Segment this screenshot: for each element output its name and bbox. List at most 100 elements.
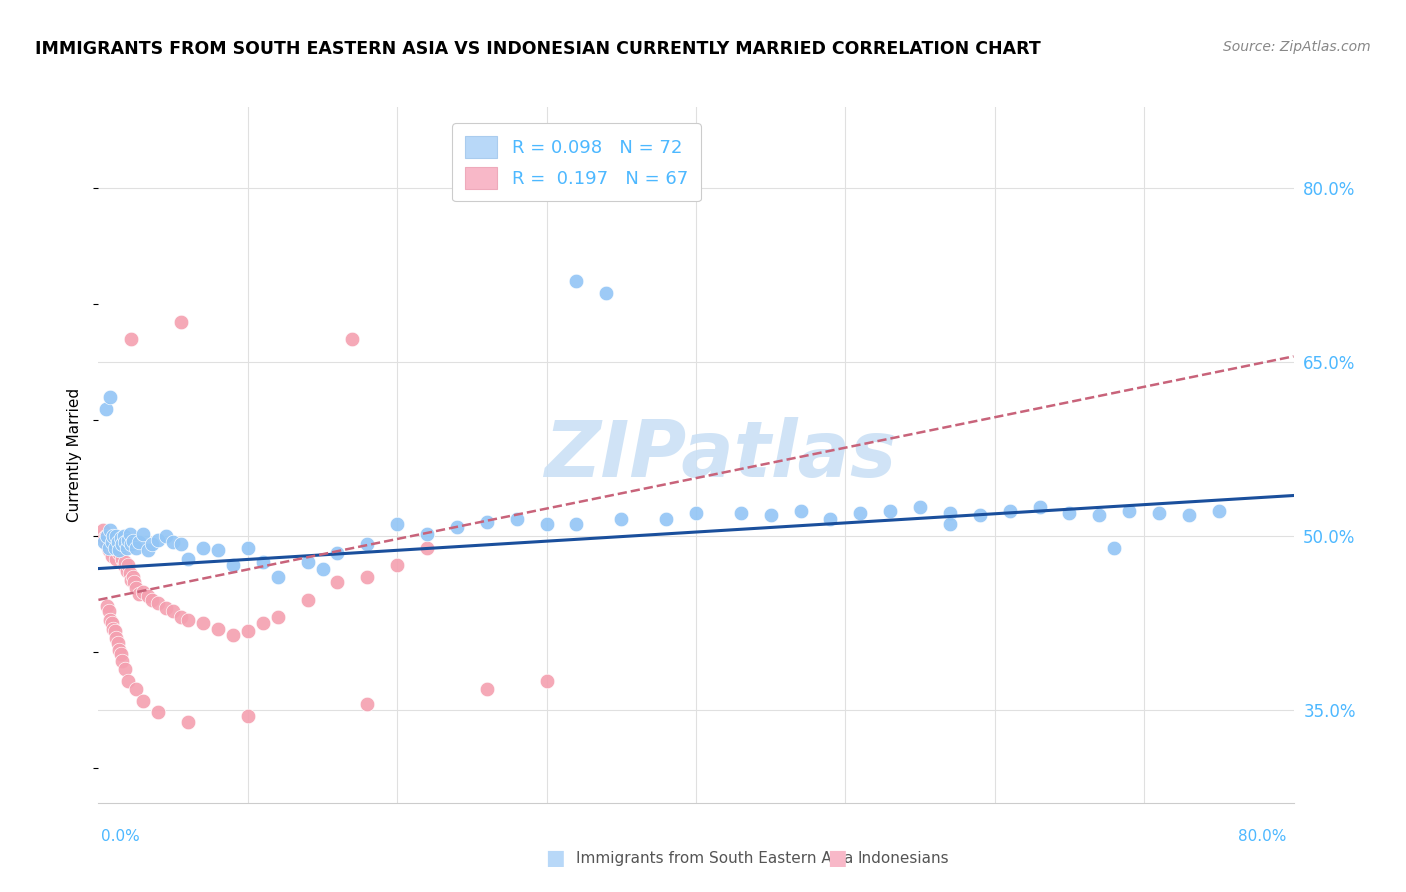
Point	[125, 682, 148, 697]
Point	[685, 506, 707, 520]
Point	[93, 535, 115, 549]
Point	[342, 332, 364, 346]
Point	[98, 613, 122, 627]
Point	[297, 593, 319, 607]
Point	[110, 648, 132, 662]
Point	[124, 575, 146, 590]
Point	[356, 698, 378, 712]
Point	[297, 555, 319, 569]
Point	[565, 274, 588, 288]
Point	[125, 541, 148, 555]
Point	[141, 593, 163, 607]
Point	[128, 535, 150, 549]
Point	[94, 529, 117, 543]
Point	[475, 682, 498, 697]
Point	[117, 674, 139, 689]
Point	[112, 529, 135, 543]
Point	[148, 533, 170, 547]
Point	[107, 538, 129, 552]
Point	[252, 616, 274, 631]
Point	[849, 506, 872, 520]
Point	[236, 624, 259, 639]
Point	[1104, 541, 1126, 555]
Point	[125, 582, 148, 596]
Point	[475, 515, 498, 529]
Point	[108, 546, 131, 561]
Point	[908, 500, 931, 514]
Point	[169, 537, 191, 551]
Point	[115, 564, 138, 578]
Point	[1059, 506, 1081, 520]
Point	[104, 624, 127, 639]
Point	[132, 584, 155, 599]
Text: Source: ZipAtlas.com: Source: ZipAtlas.com	[1223, 40, 1371, 54]
Point	[114, 555, 136, 569]
Point	[136, 590, 159, 604]
Point	[98, 390, 122, 404]
Point	[385, 558, 409, 573]
Y-axis label: Currently Married: Currently Married	[67, 388, 83, 522]
Point	[103, 622, 125, 636]
Point	[385, 517, 409, 532]
Point	[1178, 508, 1201, 523]
Point	[141, 537, 163, 551]
Point	[114, 662, 136, 677]
Point	[969, 508, 991, 523]
Point	[148, 596, 170, 610]
Point	[326, 575, 349, 590]
Point	[101, 549, 124, 563]
Point	[236, 709, 259, 723]
Point	[177, 613, 200, 627]
Point	[311, 561, 333, 575]
Point	[155, 601, 177, 615]
Text: 80.0%: 80.0%	[1239, 830, 1286, 844]
Text: Indonesians: Indonesians	[858, 851, 949, 865]
Point	[177, 714, 200, 729]
Point	[111, 654, 134, 668]
Point	[107, 535, 129, 549]
Point	[536, 517, 558, 532]
Point	[446, 520, 468, 534]
Point	[191, 541, 214, 555]
Text: Immigrants from South Eastern Asia: Immigrants from South Eastern Asia	[576, 851, 853, 865]
Point	[759, 508, 782, 523]
Point	[356, 570, 378, 584]
Point	[103, 529, 125, 543]
Point	[117, 533, 139, 547]
Point	[96, 599, 118, 613]
Point	[103, 541, 125, 555]
Point	[356, 537, 378, 551]
Point	[820, 512, 842, 526]
Point	[97, 605, 120, 619]
Point	[1118, 503, 1140, 517]
Point	[121, 570, 143, 584]
Point	[939, 517, 962, 532]
Point	[252, 555, 274, 569]
Point	[416, 526, 439, 541]
Point	[97, 543, 120, 558]
Point	[110, 541, 132, 555]
Point	[108, 642, 131, 657]
Point	[93, 532, 115, 546]
Point	[536, 674, 558, 689]
Point	[655, 512, 678, 526]
Point	[169, 610, 191, 624]
Point	[222, 558, 245, 573]
Point	[162, 605, 184, 619]
Point	[91, 523, 114, 537]
Point	[121, 533, 143, 548]
Point	[111, 537, 134, 551]
Point	[112, 558, 135, 573]
Point	[207, 543, 229, 558]
Point	[111, 552, 134, 566]
Point	[169, 315, 191, 329]
Point	[105, 631, 128, 645]
Point	[416, 541, 439, 555]
Text: ■: ■	[546, 848, 565, 868]
Point	[98, 535, 122, 549]
Point	[148, 706, 170, 720]
Point	[565, 517, 588, 532]
Point	[267, 610, 290, 624]
Point	[94, 401, 117, 416]
Point	[1147, 506, 1170, 520]
